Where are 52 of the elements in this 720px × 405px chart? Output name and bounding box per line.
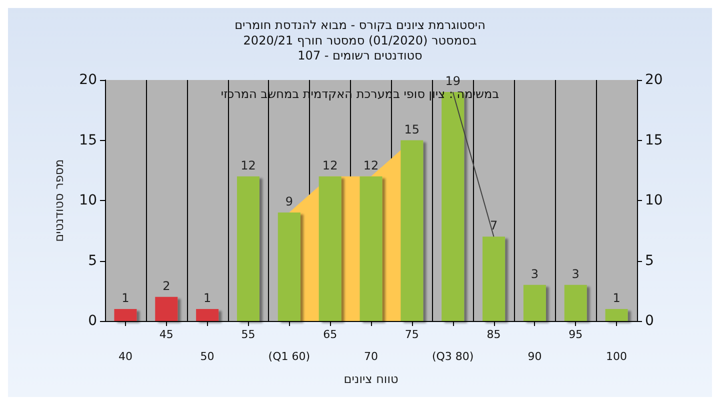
data-label: 12: [363, 158, 379, 172]
x-tick-label: (Q3 80): [432, 350, 474, 363]
y-tick-label: 15: [79, 132, 97, 148]
bar: [482, 236, 506, 321]
x-axis-title: טווח ציונים: [344, 372, 398, 386]
bar: [318, 176, 342, 321]
y2-tick-label: 20: [645, 72, 663, 88]
data-label: 9: [285, 194, 293, 209]
x-tick-label: 70: [364, 350, 378, 363]
data-label: 1: [122, 290, 130, 305]
y-tick-label: 10: [79, 192, 97, 208]
data-label: 12: [322, 158, 338, 172]
bar: [400, 140, 424, 321]
x-tick-label: 75: [404, 328, 419, 341]
x-tick-label: 90: [528, 350, 542, 363]
y-tick-label: 0: [88, 313, 97, 329]
x-tick-label: 95: [568, 328, 583, 341]
y-axis-title: מספר סטודנטים: [52, 159, 66, 242]
y2-tick-label: 15: [645, 132, 663, 148]
bar: [278, 212, 300, 321]
y2-tick-label: 10: [645, 192, 663, 208]
data-label: 12: [240, 158, 256, 172]
x-tick-label: 50: [200, 350, 214, 363]
chart-subtitle: בסמסטר (01/2020) סמסטר חורף 2020/21 סטודנטים רשומים - 107: [243, 34, 477, 62]
chart-title: היסטוגרמת ציונים בקורס - מבוא להנדסת חומרים: [234, 18, 486, 32]
data-label: 1: [203, 290, 212, 305]
data-label: 3: [572, 266, 580, 281]
y-tick-label: 5: [88, 252, 97, 269]
data-label: 7: [490, 218, 498, 233]
bar: [605, 308, 628, 321]
y2-tick-label: 5: [645, 252, 654, 269]
bar: [360, 176, 382, 321]
x-tick-label: 55: [241, 328, 256, 341]
bar: [523, 284, 546, 321]
bar: [236, 176, 260, 321]
data-label: 1: [612, 290, 620, 305]
data-label: 15: [404, 122, 420, 136]
x-tick-label: (Q1 60): [268, 350, 310, 363]
x-tick-label: 85: [486, 328, 501, 341]
data-label: 19: [445, 74, 460, 88]
x-tick-label: 45: [159, 328, 174, 341]
data-label: 2: [162, 278, 170, 293]
bar: [155, 296, 178, 321]
bar: [114, 308, 137, 321]
y2-tick-label: 0: [645, 313, 654, 329]
data-label: 3: [530, 266, 539, 281]
bar: [564, 284, 587, 321]
x-tick-label: 65: [323, 328, 338, 341]
x-tick-label: 40: [118, 350, 132, 363]
y-tick-label: 20: [79, 72, 97, 88]
x-tick-label: 100: [606, 350, 628, 363]
bar: [196, 308, 219, 321]
